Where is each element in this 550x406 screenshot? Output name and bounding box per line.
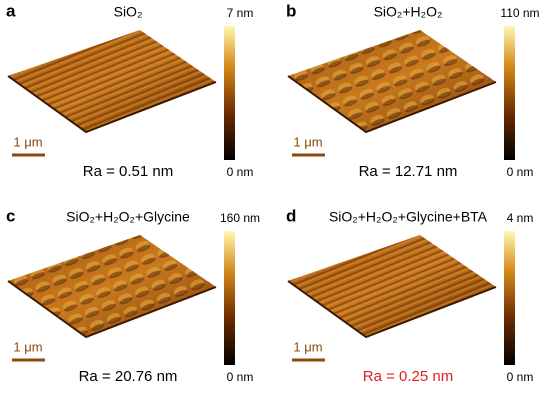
colorbar-max: 7 nm [227, 6, 254, 20]
colorbar-max: 4 nm [507, 211, 534, 225]
colorbar-max: 160 nm [220, 211, 260, 225]
afm-edge [7, 75, 217, 134]
colorbar-min: 0 nm [227, 165, 254, 179]
colorbar [504, 231, 515, 365]
panel-letter: c [6, 206, 15, 225]
afm-texture [288, 30, 496, 132]
colorbar [504, 26, 515, 160]
panel-letter: b [286, 1, 296, 20]
panel: d SiO₂+H₂O₂+Glycine+BTA 4 nm 0 nm 1 μm Ra = 0… [286, 206, 533, 384]
afm-texture [8, 235, 216, 337]
colorbar-max: 110 nm [500, 6, 539, 20]
colorbar-min: 0 nm [227, 370, 254, 384]
panel-letter: d [286, 206, 296, 225]
scale-bar-label: 1 μm [293, 339, 322, 354]
colorbar-min: 0 nm [507, 370, 534, 384]
panel-title: SiO₂+H₂O₂ [374, 4, 443, 20]
roughness: Ra = 12.71 nm [359, 163, 458, 180]
panel-title: SiO₂+H₂O₂+Glycine [66, 209, 190, 225]
panel-title: SiO₂ [114, 4, 143, 20]
panel-letter: a [6, 1, 16, 20]
afm-edge [7, 280, 217, 339]
roughness: Ra = 20.76 nm [79, 368, 178, 385]
roughness: Ra = 0.25 nm [363, 368, 453, 385]
scale-bar-label: 1 μm [13, 134, 42, 149]
colorbar-min: 0 nm [507, 165, 534, 179]
scale-bar-label: 1 μm [13, 339, 42, 354]
colorbar [224, 26, 235, 160]
colorbar [224, 231, 235, 365]
panel: c SiO₂+H₂O₂+Glycine 160 nm 0 nm 1 μm Ra = 20.… [6, 206, 260, 384]
panel: b SiO₂+H₂O₂ 110 nm 0 nm 1 μm Ra = 12.71 nm [286, 1, 540, 179]
afm-texture [288, 235, 496, 337]
afm-texture [8, 30, 216, 132]
afm-edge [287, 75, 497, 134]
panel: a SiO₂ 7 nm 0 nm 1 μm Ra = 0.51 nm [6, 1, 253, 179]
panel-title: SiO₂+H₂O₂+Glycine+BTA [329, 209, 488, 225]
roughness: Ra = 0.51 nm [83, 163, 173, 180]
afm-edge [287, 280, 497, 339]
scale-bar-label: 1 μm [293, 134, 322, 149]
